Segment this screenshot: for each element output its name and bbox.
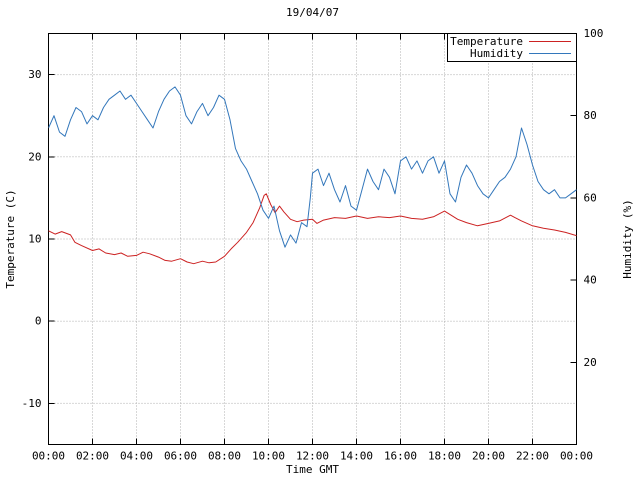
svg-text:04:00: 04:00	[120, 450, 153, 463]
svg-text:60: 60	[584, 191, 597, 204]
svg-text:00:00: 00:00	[560, 450, 593, 463]
plot-area	[48, 86, 577, 265]
axis-tick-labels: 00:00 02:00 04:00 06:00 08:00 10:00 12:00 14:00…	[22, 27, 604, 463]
svg-text:40: 40	[584, 274, 597, 287]
y-axis-label-left: Temperature (C)	[4, 189, 17, 288]
svg-text:00:00: 00:00	[32, 450, 65, 463]
svg-text:20: 20	[28, 150, 41, 163]
svg-text:20: 20	[584, 356, 597, 369]
svg-text:-10: -10	[22, 397, 42, 410]
svg-text:06:00: 06:00	[164, 450, 197, 463]
legend-box	[447, 33, 577, 62]
svg-text:10:00: 10:00	[252, 450, 285, 463]
svg-text:14:00: 14:00	[340, 450, 373, 463]
svg-text:16:00: 16:00	[384, 450, 417, 463]
svg-text:100: 100	[584, 27, 604, 40]
legend-label-humidity: Humidity	[470, 47, 523, 60]
grid-lines	[48, 33, 577, 445]
svg-text:08:00: 08:00	[208, 450, 241, 463]
svg-text:02:00: 02:00	[76, 450, 109, 463]
svg-text:12:00: 12:00	[296, 450, 329, 463]
y-axis-label-right: Humidity (%)	[621, 199, 634, 278]
svg-text:20:00: 20:00	[472, 450, 505, 463]
chart-title: 19/04/07	[286, 6, 339, 19]
legend-label-temperature: Temperature	[450, 35, 523, 48]
svg-text:30: 30	[28, 68, 41, 81]
svg-text:18:00: 18:00	[428, 450, 461, 463]
svg-text:0: 0	[35, 315, 42, 328]
svg-text:80: 80	[584, 109, 597, 122]
x-axis-label: Time GMT	[286, 463, 339, 476]
svg-text:10: 10	[28, 233, 41, 246]
series-line-humidity	[48, 86, 577, 248]
svg-text:22:00: 22:00	[516, 450, 549, 463]
